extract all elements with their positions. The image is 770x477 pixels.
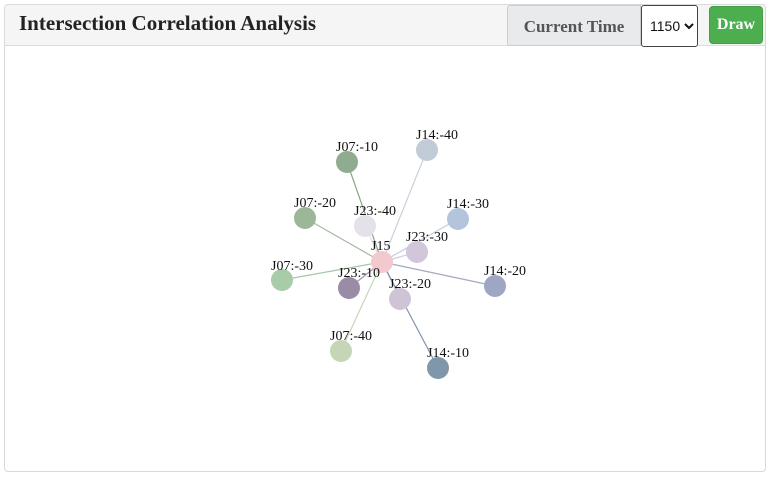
node-j23-20[interactable]	[389, 288, 411, 310]
current-time-select[interactable]: 1150	[641, 5, 698, 47]
graph-nodes	[271, 139, 506, 379]
node-j23-30[interactable]	[406, 241, 428, 263]
node-j07-40[interactable]	[330, 340, 352, 362]
analysis-panel: Intersection Correlation Analysis Curren…	[4, 4, 766, 472]
node-center-j15[interactable]	[371, 251, 393, 273]
node-j14-40[interactable]	[416, 139, 438, 161]
current-time-label: Current Time	[507, 5, 641, 46]
node-j14-30[interactable]	[447, 208, 469, 230]
page-title: Intersection Correlation Analysis	[19, 11, 317, 35]
node-j23-10[interactable]	[338, 277, 360, 299]
node-j07-10[interactable]	[336, 151, 358, 173]
panel-header: Intersection Correlation Analysis Curren…	[5, 5, 765, 47]
node-j23-40[interactable]	[354, 215, 376, 237]
node-j07-20[interactable]	[294, 207, 316, 229]
node-j14-20[interactable]	[484, 275, 506, 297]
node-j14-10[interactable]	[427, 357, 449, 379]
node-j07-30[interactable]	[271, 269, 293, 291]
draw-button[interactable]: Draw	[709, 6, 763, 44]
